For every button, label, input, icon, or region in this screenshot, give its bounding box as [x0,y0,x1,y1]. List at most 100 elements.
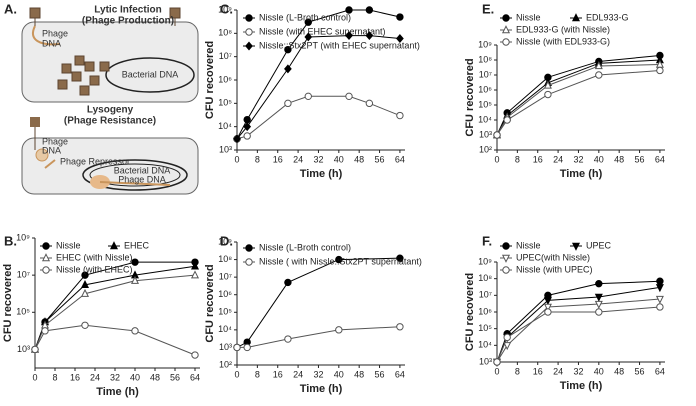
marker [41,327,49,335]
x-tick-label: 0 [494,366,499,376]
x-tick-label: 56 [170,372,180,382]
marker [543,297,552,306]
x-tick-label: 24 [553,154,563,164]
phages [29,7,181,96]
y-tick-label: 10⁶ [218,74,232,84]
marker [656,303,664,311]
series-line [496,69,660,136]
marker [396,13,404,21]
marker [365,6,374,14]
marker [544,90,552,99]
diagram-title: (Phage Resistance) [64,116,156,127]
x-tick-label: 16 [273,154,283,164]
phage [30,117,40,127]
legend-label: Nissle [516,12,541,22]
marker [396,254,404,262]
marker [243,343,251,352]
legend-marker [571,13,581,22]
y-axis-title: CFU recovered [2,264,14,342]
legend-label: EDL933-G [586,12,629,22]
panel-label: A. [4,1,17,16]
series-line [496,286,660,363]
y-tick-label: 10³ [219,144,232,154]
legend-label: UPEC [586,240,612,250]
marker [655,295,664,304]
marker [544,308,552,316]
diagram-label: Phage DNA [118,174,166,184]
marker [81,271,89,279]
x-tick-label: 40 [130,372,140,382]
y-tick-label: 10⁷ [479,69,492,79]
y-tick-label: 10⁸ [218,254,232,264]
x-tick-label: 24 [553,366,563,376]
y-tick-label: 10⁷ [17,270,30,280]
x-tick-label: 48 [614,154,624,164]
legend-marker [42,242,50,250]
legend-marker [571,242,581,251]
y-tick-label: 10⁷ [219,272,232,282]
y-tick-label: 10⁸ [478,54,492,64]
panel-label: F. [482,233,492,248]
y-tick-label: 10⁴ [478,340,492,350]
y-axis-title: CFU recovered [204,41,216,119]
x-tick-label: 64 [190,372,200,382]
marker [594,300,603,309]
arrow [44,159,56,169]
y-tick-label: 10² [219,359,232,369]
legend-label: Nissle [56,240,81,250]
marker [503,333,511,342]
marker [345,6,353,14]
x-tick-label: 48 [150,372,160,382]
series-line [34,261,195,350]
x-tick-label: 64 [395,369,405,379]
marker [284,45,292,54]
series-line [496,306,660,363]
x-tick-label: 0 [494,154,499,164]
x-tick-label: 16 [273,369,283,379]
bacterial-dna [82,159,188,191]
panel-label: B. [4,233,17,248]
x-tick-label: 48 [354,154,364,164]
x-tick-label: 0 [234,369,239,379]
x-tick-label: 48 [354,369,364,379]
phage-dna [35,148,49,162]
diagram-label: Bacterial DNA [122,69,179,79]
marker [543,303,552,312]
marker [233,343,241,352]
x-tick-label: 0 [234,154,239,164]
x-tick-label: 8 [515,366,520,376]
x-tick-label: 24 [90,372,100,382]
y-tick-label: 10⁴ [478,114,492,124]
y-tick-label: 10⁵ [16,307,30,317]
x-tick-label: 24 [293,369,303,379]
series-line [34,265,196,350]
x-tick-label: 32 [313,154,323,164]
diagram-label: DNA [42,145,61,155]
x-tick-label: 64 [655,366,665,376]
x-axis-title: Time (h) [560,168,603,180]
marker [595,279,603,288]
integrated-dna [99,181,171,186]
y-axis-title: CFU recovered [464,273,476,351]
y-tick-label: 10⁶ [218,289,232,299]
y-tick-label: 10⁵ [218,98,232,108]
marker [503,342,512,351]
marker [131,327,139,335]
legend-label: Nissle (L-Broth control) [259,242,351,252]
legend-marker [502,14,510,22]
legend-label: Nissle (with UPEC) [516,264,593,274]
diagram-title: (Phage Production) [82,16,174,27]
diagram-label: Phage [42,28,68,38]
legend-marker [502,242,510,250]
legend-label: Nissle (with EHEC) [56,264,133,274]
marker [503,116,511,124]
x-tick-label: 8 [52,372,57,382]
marker [365,99,374,108]
marker [304,18,312,26]
marker [335,326,343,334]
marker [396,323,404,331]
y-tick-label: 10² [479,144,492,154]
legend-label: Nissle (L-Broth control) [259,12,351,22]
marker [345,31,353,41]
x-tick-label: 32 [573,366,583,376]
